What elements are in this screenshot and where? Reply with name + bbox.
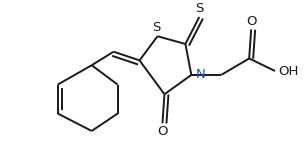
Text: O: O	[157, 125, 168, 138]
Text: OH: OH	[278, 65, 299, 78]
Text: N: N	[195, 68, 205, 81]
Text: O: O	[246, 14, 256, 28]
Text: S: S	[195, 2, 204, 15]
Text: S: S	[152, 21, 161, 34]
